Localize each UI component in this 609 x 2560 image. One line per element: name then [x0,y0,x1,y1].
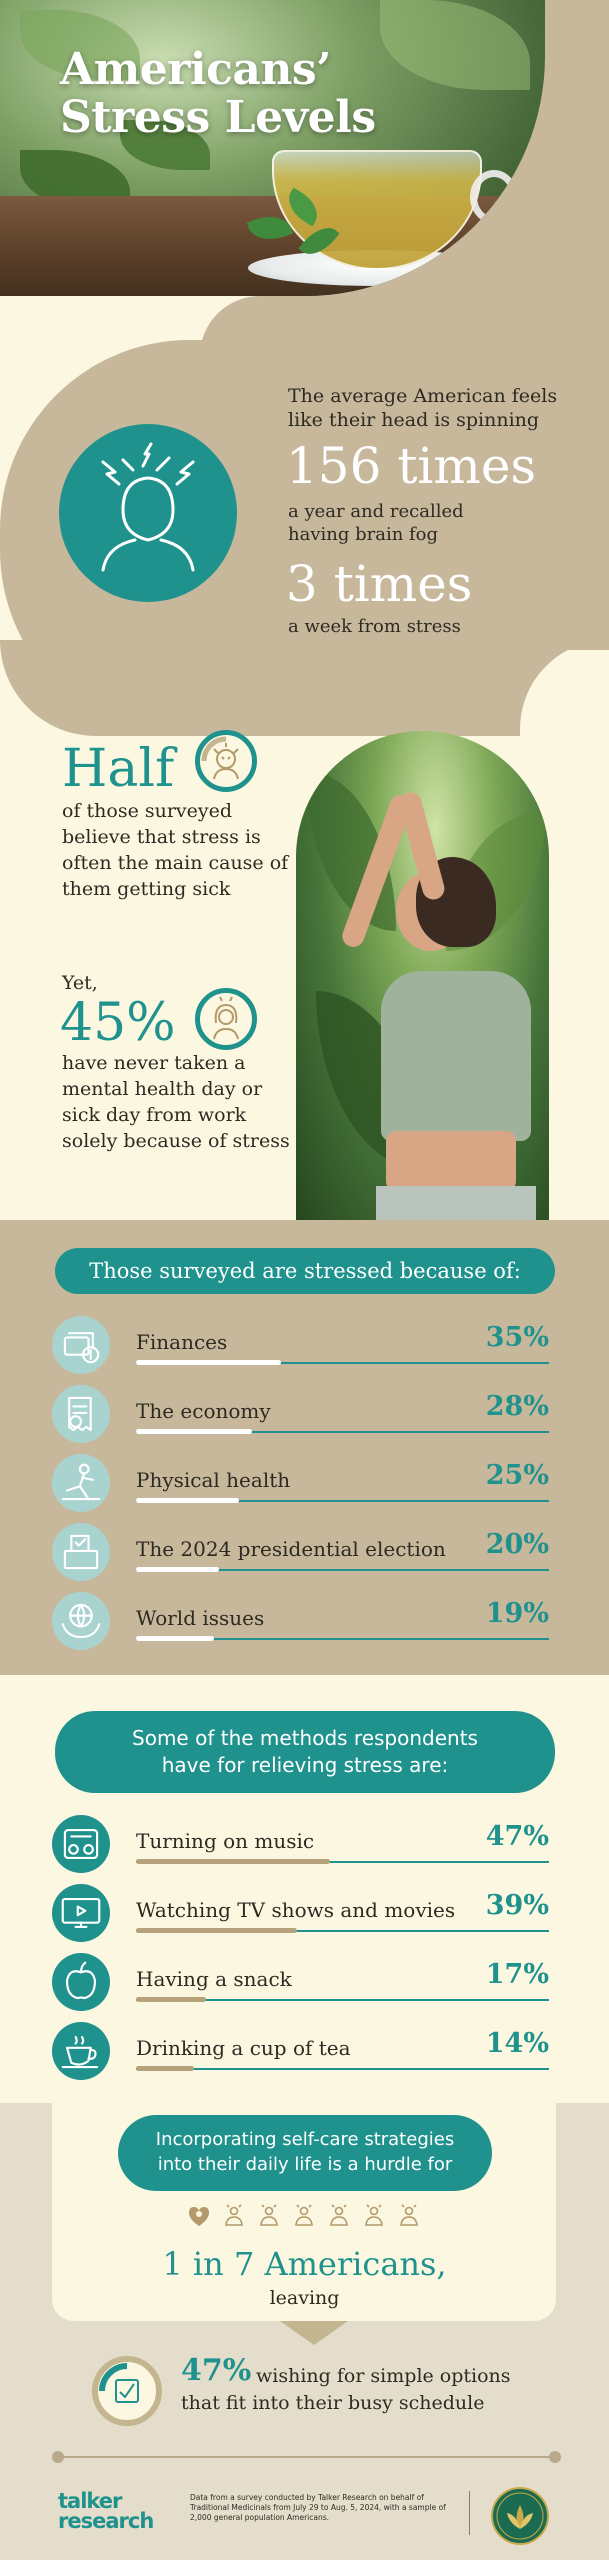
music-player-icon [52,1815,110,1873]
person-icon [361,2203,387,2229]
row-progress-bar [136,1567,219,1572]
selfcare-section: Incorporating self-care strategies into … [0,2103,609,2560]
row-percent: 47% [485,1821,549,1852]
sick-person-icon [195,730,257,792]
person-icon [396,2203,422,2229]
list-item: World issues 19% [0,1592,609,1652]
hero-section: Americans’ Stress Levels [0,0,609,300]
methods-section: Some of the methods respondents have for… [0,1675,609,2105]
tv-icon [52,1884,110,1942]
row-track [136,1930,549,1932]
pct47-text-line1: wishing for simple options [256,2365,511,2387]
pct47-text-line2: that fit into their busy schedule [181,2392,485,2414]
person-icon [221,2203,247,2229]
row-track [136,1861,549,1863]
hero-tea-photo [0,0,545,296]
spin-stat-156: 156 times [286,437,537,495]
talker-research-logo: talker research [58,2489,154,2533]
spin-intro: The average American feels like their he… [288,385,558,431]
row-progress-bar [136,1997,206,2002]
one-in-seven-text: 1 in 7 Americans, [162,2245,447,2283]
causes-heading: Those surveyed are stressed because of: [55,1248,555,1294]
receipt-icon [52,1385,110,1443]
row-label: World issues [136,1606,265,1630]
spin-stat-3: 3 times [286,555,473,613]
row-percent: 25% [485,1460,549,1491]
row-percent: 28% [485,1391,549,1422]
list-item: Having a snack 17% [0,1953,609,2013]
row-progress-bar [136,1928,297,1933]
row-percent: 14% [485,2028,549,2059]
spin-stat2-caption: a week from stress [288,616,461,637]
row-percent: 17% [485,1959,549,1990]
list-item: Physical health 25% [0,1454,609,1514]
row-track [136,1638,549,1640]
list-item: Watching TV shows and movies 39% [0,1884,609,1944]
person-highlighted-icon [186,2203,212,2229]
stat-45-percent: 45% [60,993,176,1053]
half-text: of those surveyed believe that stress is… [62,800,289,900]
person-icon [291,2203,317,2229]
ballot-box-icon [52,1523,110,1581]
traditional-medicinals-logo [491,2487,549,2545]
list-item: Drinking a cup of tea 14% [0,2022,609,2082]
stressed-woman-icon [195,988,257,1050]
row-progress-bar [136,1360,281,1365]
row-percent: 20% [485,1529,549,1560]
row-track [136,1431,549,1433]
divider [58,2456,554,2458]
spin-stat1-caption: a year and recalled having brain fog [288,501,464,545]
row-progress-bar [136,1429,252,1434]
row-track [136,1999,549,2001]
list-item: The 2024 presidential election 20% [0,1523,609,1583]
row-label: Finances [136,1330,228,1354]
row-label: Drinking a cup of tea [136,2036,351,2060]
page-title: Americans’ Stress Levels [60,44,376,143]
source-footnote: Data from a survey conducted by Talker R… [190,2493,446,2522]
row-label: Physical health [136,1468,291,1492]
row-percent: 39% [485,1890,549,1921]
row-label: Watching TV shows and movies [136,1898,456,1922]
row-track [136,1362,549,1364]
row-progress-bar [136,2066,194,2071]
row-label: The 2024 presidential election [136,1537,446,1561]
row-track [136,1500,549,1502]
selfcare-heading: Incorporating self-care strategies into … [118,2115,492,2191]
down-arrow-icon [280,2321,348,2345]
row-track [136,2068,549,2070]
row-track [136,1569,549,1571]
row-label: The economy [136,1399,271,1423]
brain-fog-icon [59,424,237,602]
stretching-person-icon [52,1454,110,1512]
stat-47-percent: 47% [181,2353,252,2388]
row-progress-bar [136,1859,330,1864]
methods-heading: Some of the methods respondents have for… [55,1711,555,1793]
row-progress-bar [136,1636,214,1641]
globe-hands-icon [52,1592,110,1650]
list-item: Finances 35% [0,1316,609,1376]
list-item: The economy 28% [0,1385,609,1445]
woman-stretching-photo [296,731,549,1220]
row-progress-bar [136,1498,239,1503]
row-percent: 19% [485,1598,549,1629]
money-icon [52,1316,110,1374]
pct45-text: have never taken a mental health day or … [62,1052,290,1152]
apple-icon [52,1953,110,2011]
teacup-icon [52,2022,110,2080]
stress-causes-section: Those surveyed are stressed because of: … [0,1220,609,1675]
row-percent: 35% [485,1322,549,1353]
list-item: Turning on music 47% [0,1815,609,1875]
person-icon [326,2203,352,2229]
leaving-text: leaving [269,2287,340,2309]
half-word: Half [62,739,175,799]
checklist-icon [92,2356,162,2426]
row-label: Having a snack [136,1967,292,1991]
row-label: Turning on music [136,1829,315,1853]
person-icon [256,2203,282,2229]
yet-text: Yet, [62,972,98,994]
